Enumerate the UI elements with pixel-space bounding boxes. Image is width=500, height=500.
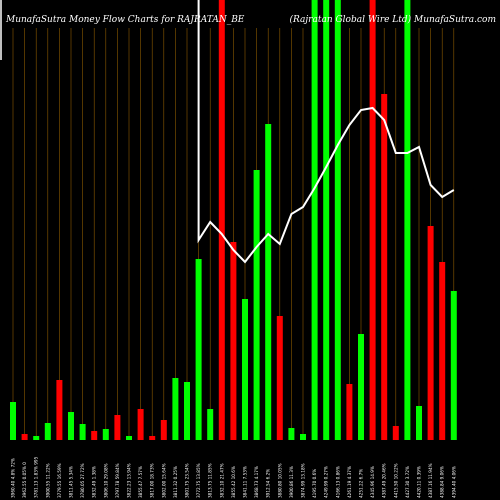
bar-outflow [427, 226, 434, 440]
bar-inflow [10, 402, 16, 440]
bar-outflow [439, 262, 446, 440]
x-tick-label: 3822.23 13.94% [127, 463, 132, 498]
x-tick-label: 3779.55 16.59% [57, 463, 62, 498]
bar-inflow [450, 291, 457, 440]
bar-inflow [207, 409, 214, 440]
x-tick-label: 4394.40 4.06% [451, 466, 456, 498]
bar-inflow [242, 299, 248, 440]
x-tick-label: 3811.45 5.34% [69, 466, 74, 498]
bar-outflow [137, 409, 144, 440]
x-tick-label: 4249.99 0.27% [324, 466, 329, 498]
bar-outflow [56, 380, 63, 440]
x-tick-label: 4420.11 0.39% [417, 466, 422, 498]
bar-inflow [126, 436, 132, 440]
bar-inflow [33, 436, 40, 440]
bar-inflow [265, 124, 272, 440]
chart-title: MunafaSutra Money Flow Charts for RAJRAT… [5, 15, 245, 25]
bar-inflow [172, 378, 179, 440]
x-tick-label: 3841.11 7.53% [243, 466, 248, 498]
bar-inflow [323, 0, 330, 440]
bar-inflow [404, 0, 411, 440]
x-tick-label: 3832.10 21.47% [219, 463, 224, 498]
bar-outflow [149, 436, 156, 440]
bar-outflow [392, 426, 399, 440]
bar-outflow [381, 94, 388, 440]
x-tick-label: 3855.42 10.6% [231, 466, 236, 498]
bar-inflow [68, 412, 74, 440]
x-tick-label: 3868.73 4.17% [254, 466, 259, 498]
x-tick-label: 3806.10 29.08% [103, 463, 108, 498]
bar-inflow [311, 0, 318, 440]
x-tick-label: 3880.80 10.05% [277, 463, 282, 498]
x-tick-label: 3811.32 0.25% [173, 466, 178, 498]
x-tick-label: 3797.78 59.84% [115, 463, 120, 498]
x-tick-label: 4388.84 9.06% [440, 466, 445, 498]
bar-inflow [334, 0, 341, 440]
x-tick-label: 3912.54 6.2% [266, 469, 271, 498]
x-axis-tick-labels: 3960.40 4.8% 72% 3962.55 0.05% 0 3781.13 1… [11, 456, 457, 498]
bar-inflow [102, 429, 109, 440]
x-tick-label: 3817.00 18.73% [150, 463, 155, 498]
x-tick-label: 3781.13 1.83% 995 [34, 456, 39, 498]
x-tick-label: 3801.75 23.54% [185, 463, 190, 498]
bar-outflow [369, 0, 376, 440]
x-tick-label: 4261.19 4.37% [347, 466, 352, 498]
x-tick-label: 3900.55 11.22% [45, 463, 50, 498]
x-tick-label: 4166.13 0.86% [335, 466, 340, 498]
bar-outflow [21, 434, 28, 440]
bar-outflow [346, 384, 353, 440]
bar-outflow [91, 431, 98, 440]
x-tick-label: 4345.96 14.9% [370, 466, 375, 498]
x-tick-label: 3813.75 11.85% [208, 463, 213, 498]
x-tick-label: 4251.22 6.7% [359, 469, 364, 498]
x-tick-label: 4195.70 0.6% [312, 469, 317, 498]
money-flow-line [197, 0, 455, 264]
bar-outflow [230, 242, 237, 440]
x-tick-label: 4415.50 10.22% [393, 463, 398, 498]
bar-inflow [184, 382, 190, 440]
chart-subtitle: (Rajratan Global Wire Ltd) MunafaSutra.c… [290, 14, 496, 25]
x-tick-label: 3900.86 11.3% [289, 466, 294, 498]
bar-inflow [300, 434, 306, 440]
x-tick-label: 3960.40 4.8% 72% [11, 458, 16, 498]
x-tick-label: 4427.30 3.72% [405, 466, 410, 498]
x-tick-label: 4387.49 20.46% [382, 463, 387, 498]
bar-inflow [44, 423, 51, 440]
bar-outflow [114, 415, 121, 440]
bar-inflow [253, 170, 260, 440]
x-tick-label: 3772.75 13.85% [196, 463, 201, 498]
bar-inflow [195, 259, 202, 440]
x-tick-label: 3855.47 7.57% [138, 466, 143, 498]
x-tick-label: 3802.00 15.64% [161, 463, 166, 498]
bar-outflow [160, 420, 167, 440]
bar-outflow [276, 316, 283, 440]
x-tick-label: 3962.55 0.05% 0 [22, 462, 27, 498]
bar-outflow [218, 0, 225, 440]
bar-inflow [358, 334, 364, 440]
x-tick-label: 4387.16 11.94% [428, 463, 433, 498]
x-tick-label: 3832.49 1.38% [92, 466, 97, 498]
bar-inflow [416, 406, 422, 440]
bar-inflow [288, 428, 295, 440]
bars [10, 0, 457, 440]
x-tick-label: 3874.99 13.18% [301, 463, 306, 498]
x-tick-label: 3780.05 27.72% [80, 463, 85, 498]
bar-inflow [79, 424, 86, 440]
